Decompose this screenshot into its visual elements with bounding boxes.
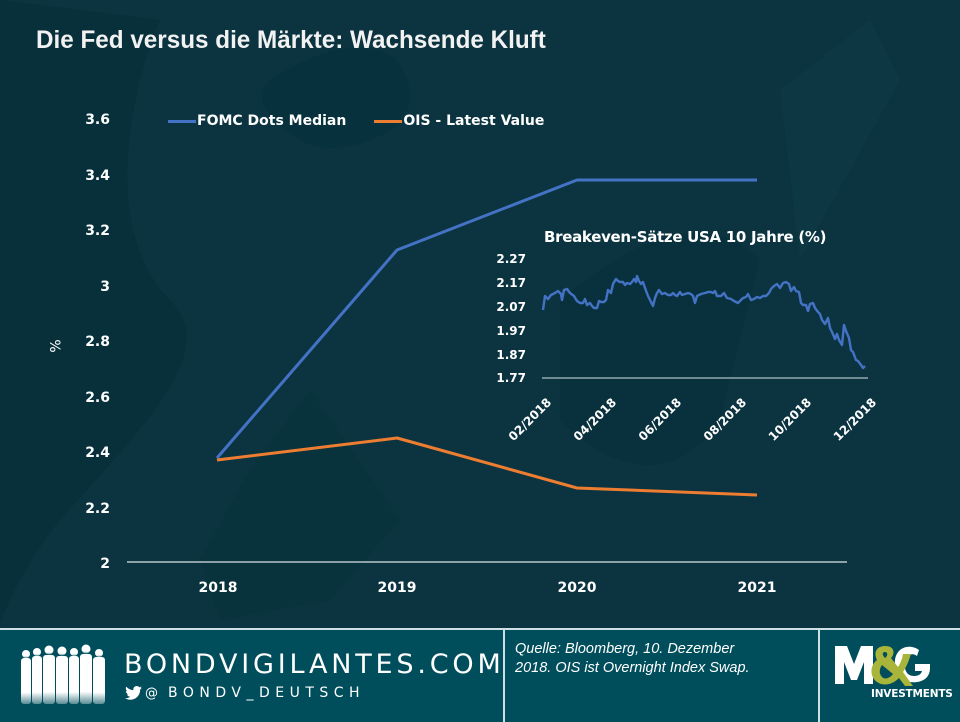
legend-swatch-ois	[374, 119, 403, 123]
legend-label-ois: OIS - Latest Value	[403, 113, 545, 129]
inset-y-tick: 2.17	[496, 276, 526, 290]
chart-slide: Die Fed versus die Märkte: Wachsende Klu…	[36, 26, 880, 596]
fomc-dots-median-line	[215, 178, 757, 459]
x-tick: 2019	[378, 580, 417, 596]
y-tick: 2.8	[85, 334, 110, 350]
y-axis-ticks: 3.6 3.4 3.2 3 2.8 2.6 2.4 2.2 2	[85, 112, 110, 572]
inset-x-ticks: 02/2018 04/2018 06/2018 08/2018 10/2018 …	[506, 395, 879, 443]
y-tick: 2.4	[85, 445, 110, 461]
inset-x-tick: 10/2018	[766, 395, 814, 443]
inset-y-tick: 2.27	[496, 252, 526, 266]
people-silhouette-icon	[21, 644, 105, 704]
x-axis-ticks: 2018 2019 2020 2021	[199, 580, 777, 596]
inset-x-tick: 04/2018	[571, 395, 619, 443]
legend-item-fomc: FOMC Dots Median	[168, 113, 346, 129]
inset-y-tick: 2.07	[496, 300, 526, 314]
source-note: Quelle: Bloomberg, 10. Dezember 2018. OI…	[515, 640, 805, 678]
twitter-handle-row: @ BONDV_DEUTSCH	[125, 685, 365, 701]
footer-branding: BONDVIGILANTES.COM @ BONDV_DEUTSCH	[0, 630, 503, 722]
breakeven-rate-line	[541, 274, 866, 370]
y-tick: 2	[100, 556, 110, 572]
y-tick: 3.4	[85, 168, 110, 184]
inset-y-tick: 1.77	[496, 371, 526, 385]
twitter-icon	[125, 686, 142, 700]
y-tick: 2.6	[85, 390, 110, 406]
footer-divider-right	[818, 630, 820, 722]
inset-y-tick: 1.87	[496, 348, 526, 362]
main-line-chart: 3.6 3.4 3.2 3 2.8 2.6 2.4 2.2 2 2018 201…	[85, 112, 879, 596]
source-line-1: Quelle: Bloomberg, 10. Dezember	[515, 641, 735, 657]
chart-legend: FOMC Dots Median OIS - Latest Value	[168, 113, 544, 129]
x-tick: 2021	[738, 580, 777, 596]
y-tick: 3.6	[85, 112, 110, 128]
source-line-2: 2018. OIS ist Overnight Index Swap.	[515, 660, 750, 676]
y-tick: 2.2	[85, 501, 110, 517]
footer: BONDVIGILANTES.COM @ BONDV_DEUTSCH Quell…	[0, 628, 960, 722]
footer-divider-left	[503, 630, 505, 722]
inset-x-tick: 02/2018	[506, 395, 554, 443]
legend-swatch-fomc	[168, 119, 196, 123]
at-sign: @	[145, 685, 158, 701]
inset-x-tick: 08/2018	[701, 395, 749, 443]
ois-latest-value-line	[216, 436, 758, 497]
inset-y-tick: 1.97	[496, 324, 526, 338]
twitter-handle: BONDV_DEUTSCH	[168, 685, 366, 701]
y-tick: 3	[100, 279, 110, 295]
x-tick: 2020	[558, 580, 597, 596]
y-axis-label: %	[48, 339, 65, 353]
mg-investments-logo: INVESTMENTS	[833, 640, 953, 710]
inset-x-tick: 06/2018	[636, 395, 684, 443]
x-tick: 2018	[199, 580, 238, 596]
mg-logo-mark-icon	[835, 646, 930, 686]
inset-y-ticks: 2.27 2.17 2.07 1.97 1.87 1.77	[496, 252, 526, 385]
legend-item-ois: OIS - Latest Value	[374, 113, 544, 129]
inset-x-tick: 12/2018	[831, 395, 879, 443]
y-tick: 3.2	[85, 223, 110, 239]
brand-website: BONDVIGILANTES.COM	[124, 649, 505, 680]
logo-subtext: INVESTMENTS	[871, 688, 953, 700]
legend-label-fomc: FOMC Dots Median	[197, 113, 347, 129]
page-title: Die Fed versus die Märkte: Wachsende Klu…	[36, 26, 546, 54]
inset-chart-title: Breakeven-Sätze USA 10 Jahre (%)	[544, 228, 827, 246]
